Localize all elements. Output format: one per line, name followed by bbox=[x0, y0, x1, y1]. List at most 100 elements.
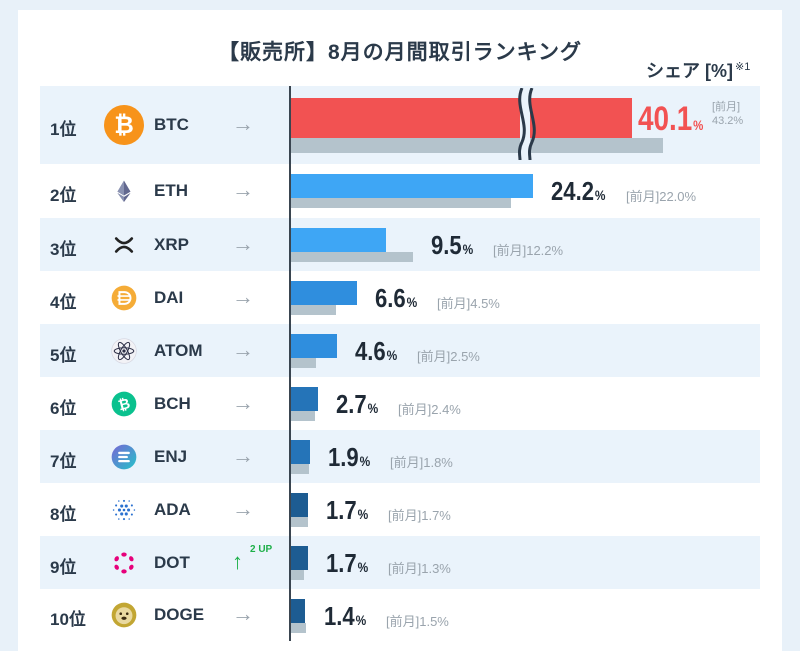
data-label-unit: % bbox=[406, 294, 418, 310]
rank-label: 10位 bbox=[50, 610, 86, 629]
bar-previous bbox=[291, 138, 663, 153]
data-label-unit: % bbox=[355, 612, 367, 628]
bar-previous bbox=[291, 623, 306, 633]
data-label-current: 24.2% bbox=[551, 176, 605, 207]
coin-symbol: DOT bbox=[154, 552, 190, 572]
data-label-value: 1.9 bbox=[328, 442, 359, 472]
bar-current bbox=[291, 174, 533, 198]
data-label-current: 6.6% bbox=[375, 283, 417, 314]
ethereum-icon bbox=[111, 178, 137, 204]
dai-icon bbox=[111, 285, 137, 311]
cardano-icon bbox=[111, 497, 137, 523]
svg-text:₿: ₿ bbox=[117, 395, 132, 413]
rank-label: 4位 bbox=[50, 292, 77, 312]
coin-symbol: BCH bbox=[154, 393, 191, 413]
data-label-value: 24.2 bbox=[551, 176, 595, 206]
data-label-unit: % bbox=[359, 453, 371, 469]
table-row: 7位 ENJ → bbox=[40, 430, 760, 483]
rank-unchanged-arrow-icon: → bbox=[232, 601, 254, 626]
coin-symbol: DAI bbox=[154, 287, 184, 307]
rank-unchanged-arrow-icon: → bbox=[232, 111, 254, 136]
data-label-current: 1.7% bbox=[326, 548, 368, 579]
bar-previous bbox=[291, 358, 316, 368]
data-label-previous: [前月]1.8% bbox=[390, 455, 453, 470]
data-label-previous: [前月]2.4% bbox=[398, 402, 461, 417]
enjin-icon bbox=[111, 444, 137, 470]
data-label-unit: % bbox=[386, 347, 398, 363]
coin-symbol: BTC bbox=[154, 115, 189, 134]
data-label-current: 40.1% bbox=[638, 100, 703, 139]
rank-label: 2位 bbox=[50, 186, 77, 205]
chart-title: 【販売所】8月の月間取引ランキング bbox=[217, 41, 583, 64]
dogecoin-icon bbox=[111, 602, 137, 628]
rank-label: 9位 bbox=[50, 557, 77, 577]
bar-current bbox=[291, 387, 318, 411]
table-row: 5位 ATOM → bbox=[40, 324, 760, 377]
rank-unchanged-arrow-icon: → bbox=[232, 177, 254, 202]
bar-previous bbox=[291, 198, 511, 208]
polkadot-icon bbox=[111, 550, 137, 576]
data-label-value: 1.7 bbox=[326, 495, 357, 525]
bar-current bbox=[291, 493, 308, 517]
rank-up-arrow-icon: ↑ bbox=[232, 548, 243, 574]
coin-symbol: XRP bbox=[154, 234, 189, 254]
rank-unchanged-arrow-icon: → bbox=[232, 495, 254, 521]
data-label-previous: [前月]1.3% bbox=[388, 561, 451, 576]
xrp-icon bbox=[111, 232, 137, 258]
bar-current bbox=[291, 440, 310, 464]
data-label-previous: [前月]2.5% bbox=[417, 349, 480, 364]
rank-label: 5位 bbox=[50, 345, 77, 365]
rank-unchanged-arrow-icon: → bbox=[232, 336, 254, 362]
data-label-unit: % bbox=[594, 187, 606, 203]
bar-current bbox=[291, 228, 386, 252]
bitcoin-icon: ₿ bbox=[104, 105, 144, 145]
rank-unchanged-arrow-icon: → bbox=[232, 442, 254, 468]
bar-previous bbox=[291, 570, 304, 580]
bar-previous bbox=[291, 305, 336, 315]
table-row: 2位 ETH → bbox=[40, 164, 760, 218]
data-label-current: 1.7% bbox=[326, 495, 368, 526]
data-label-previous: [前月]1.5% bbox=[386, 614, 449, 629]
data-label-previous: [前月]4.5% bbox=[437, 296, 500, 311]
axis-break-icon bbox=[518, 88, 536, 160]
coin-symbol: ADA bbox=[154, 499, 191, 519]
bar-previous bbox=[291, 464, 309, 474]
prev-label: [前月] bbox=[712, 101, 741, 113]
data-label-current: 1.9% bbox=[328, 442, 370, 473]
bar-previous bbox=[291, 517, 308, 527]
table-row: 10位 DOGE → bbox=[40, 589, 760, 641]
bitcoin-cash-icon: ₿ bbox=[111, 391, 137, 417]
rank-label: 8位 bbox=[50, 504, 77, 524]
bar-current bbox=[291, 98, 632, 138]
rank-label: 1位 bbox=[50, 120, 77, 139]
data-label-value: 6.6 bbox=[375, 283, 406, 313]
data-label-unit: % bbox=[367, 400, 379, 416]
table-row: 6位 ₿ BCH → bbox=[40, 377, 760, 430]
bar-current bbox=[291, 599, 305, 623]
coin-symbol: ETH bbox=[154, 181, 188, 200]
data-label-current: 4.6% bbox=[355, 336, 397, 367]
bar-current bbox=[291, 546, 308, 570]
data-label-unit: % bbox=[357, 506, 369, 522]
data-label-current: 1.4% bbox=[324, 601, 366, 632]
data-label-previous: [前月] 43.2% bbox=[712, 100, 743, 128]
chart-axis-line bbox=[289, 86, 291, 641]
table-row: 3位 XRP → bbox=[40, 218, 760, 271]
data-label-unit: % bbox=[693, 117, 704, 133]
rank-label: 6位 bbox=[50, 398, 77, 418]
data-label-unit: % bbox=[462, 241, 474, 257]
cosmos-icon bbox=[111, 337, 137, 364]
data-label-value: 2.7 bbox=[336, 389, 367, 419]
data-label-value: 1.4 bbox=[324, 601, 355, 631]
data-label-unit: % bbox=[357, 559, 369, 575]
rank-change-badge: 2 UP bbox=[250, 543, 273, 555]
bar-previous bbox=[291, 411, 315, 421]
data-label-current: 2.7% bbox=[336, 389, 378, 420]
data-label-value: 9.5 bbox=[431, 230, 462, 260]
data-label-current: 9.5% bbox=[431, 230, 473, 261]
share-axis-label: シェア [%] ※1 bbox=[646, 61, 751, 81]
bar-current bbox=[291, 281, 357, 305]
rank-unchanged-arrow-icon: → bbox=[232, 230, 254, 256]
table-row: 9位 DOT ↑ 2 UP bbox=[40, 536, 760, 589]
bar-current bbox=[291, 334, 337, 358]
